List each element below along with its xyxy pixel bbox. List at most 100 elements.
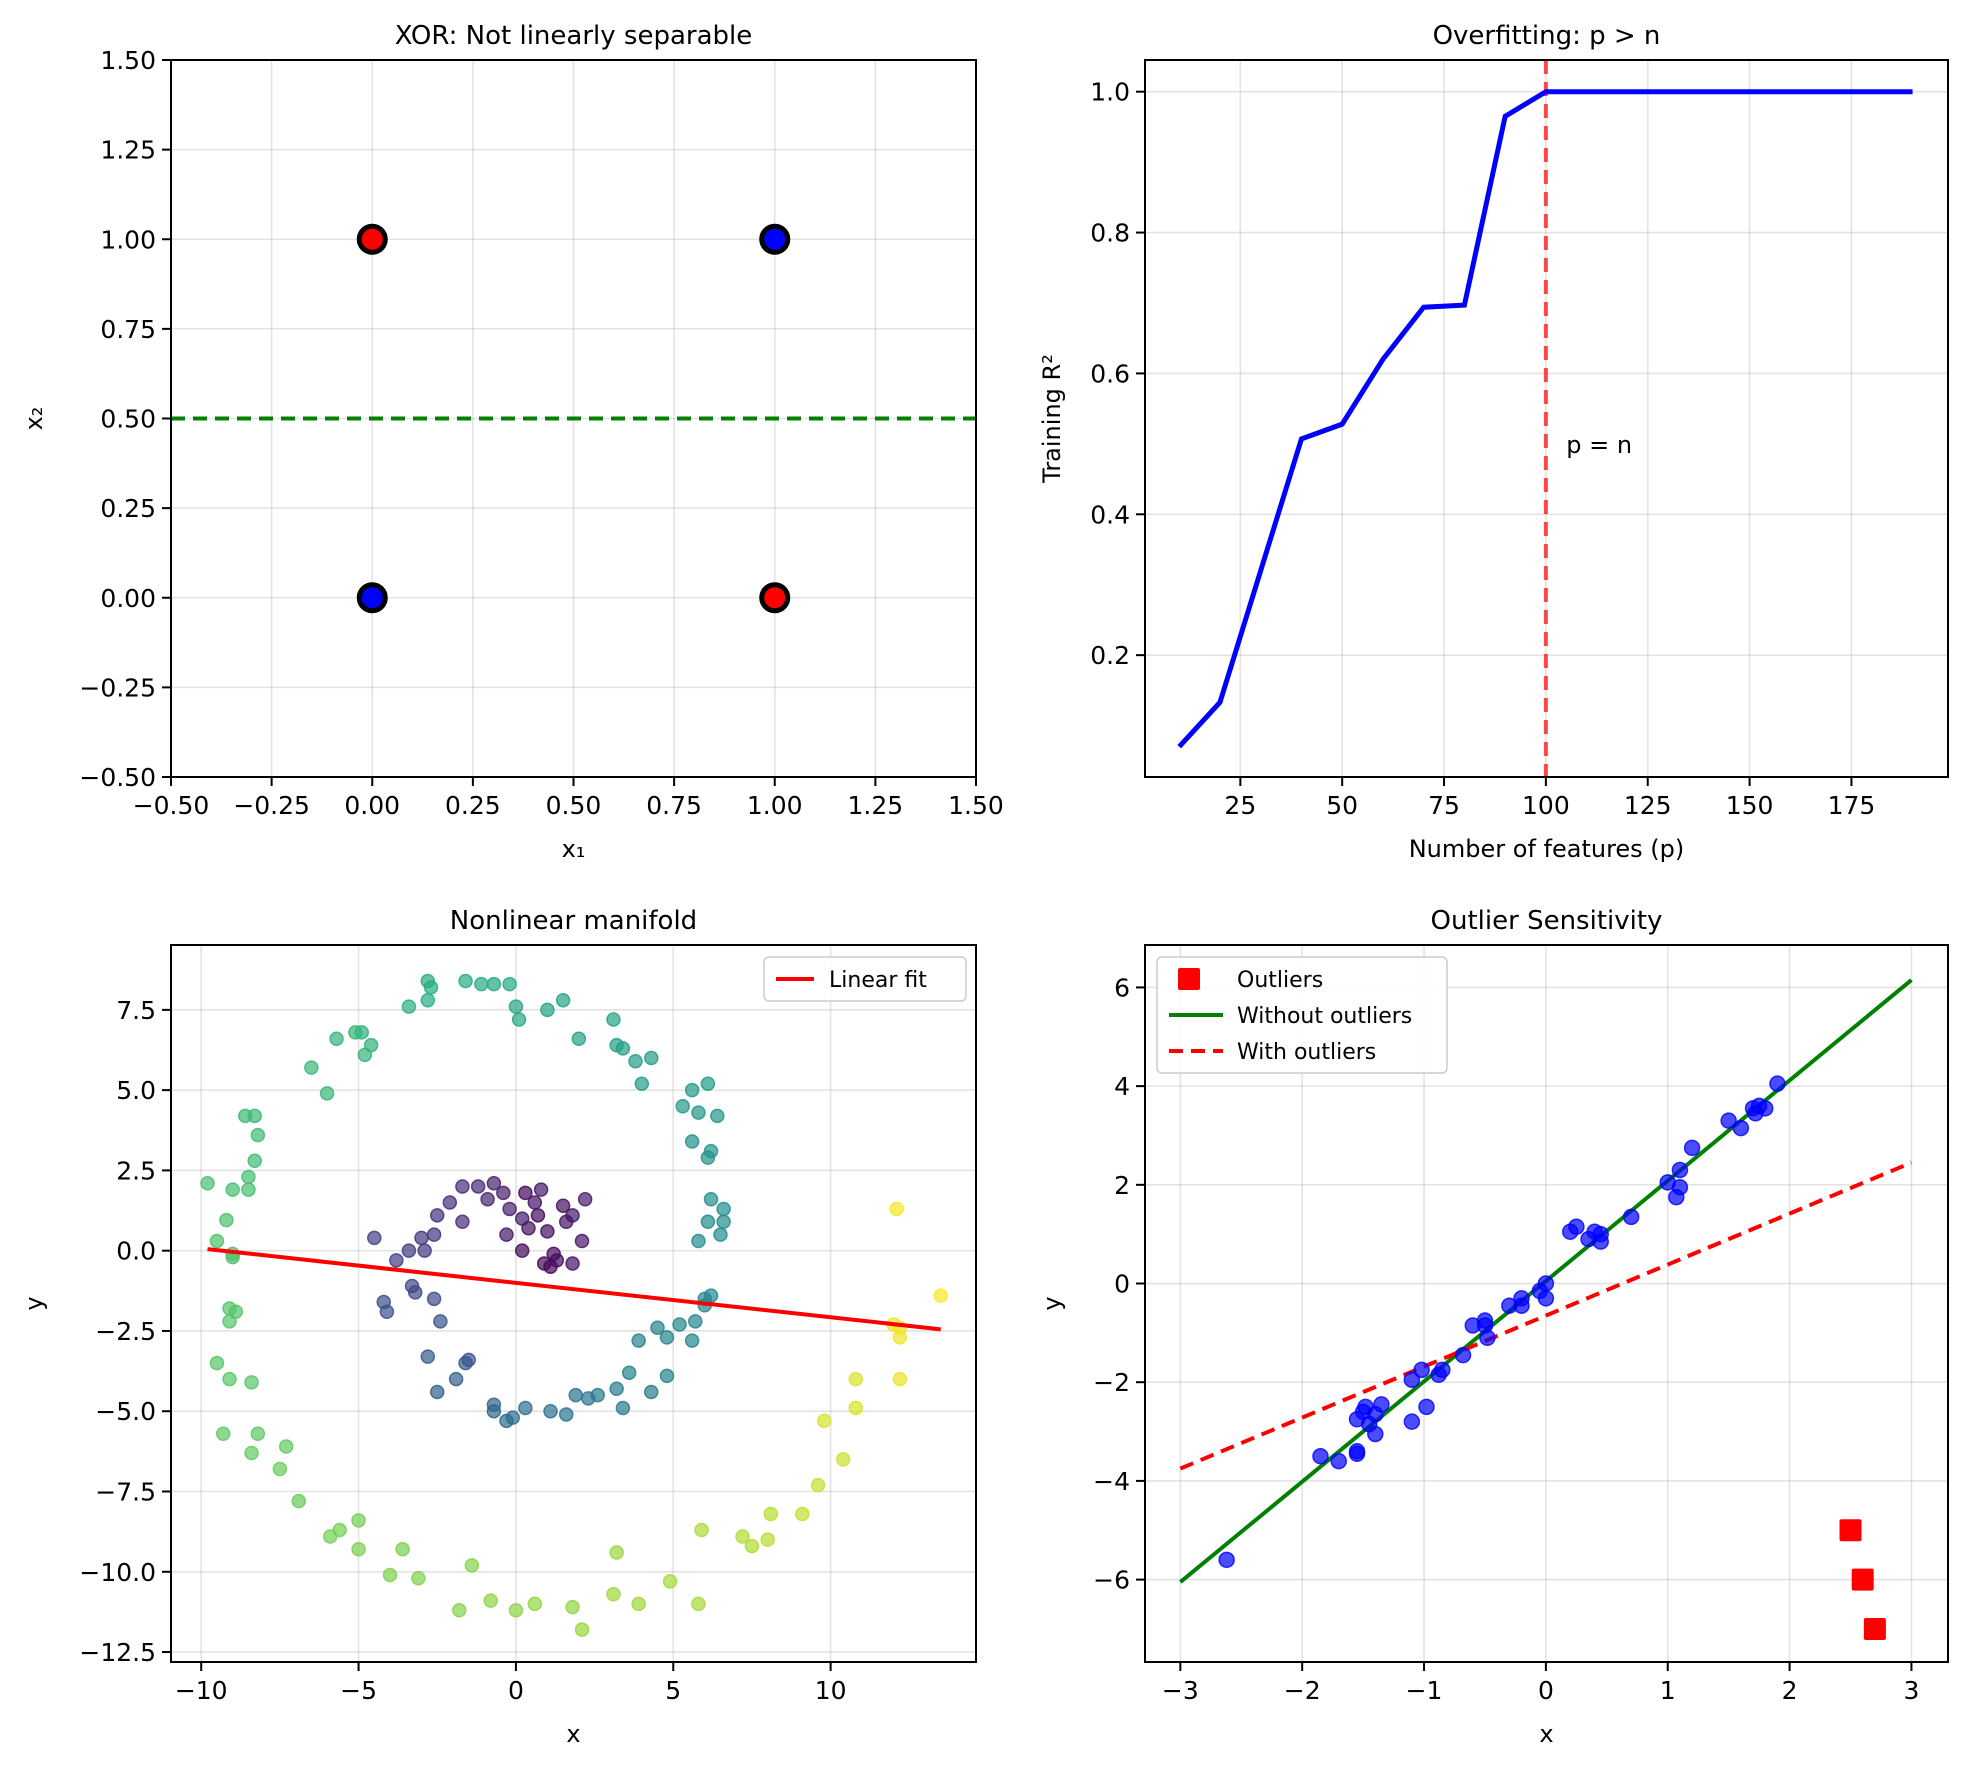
manifold-point bbox=[540, 1224, 555, 1239]
manifold-point bbox=[480, 1192, 495, 1207]
manifold-point bbox=[382, 1567, 398, 1583]
manifold-point bbox=[848, 1400, 864, 1416]
manifold-point bbox=[426, 1227, 442, 1242]
manifold-point bbox=[458, 1355, 473, 1371]
manifold-point bbox=[628, 1053, 643, 1069]
manifold-point bbox=[511, 1012, 527, 1027]
manifold-point bbox=[713, 1227, 728, 1242]
y-axis-label: Training R² bbox=[1038, 354, 1066, 484]
manifold-point bbox=[319, 1086, 335, 1101]
y-tick-label: −4 bbox=[1093, 1467, 1130, 1496]
manifold-point bbox=[565, 1256, 580, 1271]
manifold-point bbox=[574, 1233, 590, 1249]
y-tick-label: −0.50 bbox=[79, 763, 156, 792]
overfitting-subplot: 25 50 75 100 125 150 175 0.2 0.4 0.6 0.8 1.0 Overfit… bbox=[1038, 21, 1949, 863]
data-point bbox=[1418, 1398, 1435, 1416]
x-tick-label: 1.50 bbox=[948, 791, 1004, 820]
manifold-point bbox=[464, 1558, 480, 1573]
data-point bbox=[1683, 1139, 1701, 1157]
manifold-point bbox=[744, 1538, 760, 1554]
x-tick-label: 0.00 bbox=[344, 791, 400, 820]
y-tick-label: 0.50 bbox=[100, 405, 156, 434]
manifold-point bbox=[518, 1185, 533, 1201]
manifold-point bbox=[250, 1426, 266, 1441]
legend-swatch-outliers bbox=[1178, 968, 1200, 990]
manifold-point bbox=[272, 1461, 288, 1477]
x-tick-label: 25 bbox=[1224, 791, 1256, 820]
data-point bbox=[1537, 1290, 1555, 1307]
xor-point bbox=[356, 582, 388, 614]
manifold-point bbox=[684, 1134, 700, 1149]
manifold-point bbox=[244, 1445, 259, 1461]
manifold-point bbox=[643, 1050, 659, 1066]
y-tick-label: 0 bbox=[1114, 1270, 1130, 1299]
data-point bbox=[1479, 1329, 1496, 1347]
manifold-point bbox=[505, 1410, 521, 1425]
manifold-point bbox=[892, 1330, 908, 1345]
data-point bbox=[1769, 1075, 1786, 1092]
legend: Outliers Without outliers With outliers bbox=[1156, 956, 1448, 1074]
manifold-point bbox=[643, 1384, 659, 1400]
y-tick-label: 0.75 bbox=[100, 315, 156, 344]
data-point bbox=[1403, 1371, 1421, 1388]
manifold-point bbox=[244, 1375, 259, 1390]
data-point bbox=[1454, 1346, 1472, 1364]
manifold-point bbox=[559, 1407, 574, 1422]
manifold-point bbox=[222, 1371, 237, 1387]
manifold-point bbox=[247, 1153, 262, 1169]
x-tick-label: 5 bbox=[665, 1676, 681, 1705]
manifold-point bbox=[329, 1031, 344, 1047]
x-tick-label: 2 bbox=[1782, 1676, 1798, 1705]
x-tick-label: −2 bbox=[1284, 1676, 1321, 1705]
manifold-point bbox=[684, 1333, 700, 1348]
manifold-point bbox=[351, 1513, 366, 1528]
manifold-point bbox=[615, 1400, 631, 1416]
legend-label-linear-fit: Linear fit bbox=[829, 968, 927, 993]
data-point bbox=[1622, 1208, 1640, 1226]
data-point bbox=[1756, 1100, 1774, 1117]
y-tick-label: 1.50 bbox=[100, 46, 156, 75]
manifold-point bbox=[735, 1529, 750, 1544]
manifold-point bbox=[508, 1603, 524, 1618]
y-axis-label: y bbox=[20, 1296, 48, 1310]
outlier-point bbox=[1863, 1617, 1886, 1640]
subplot-title: XOR: Not linearly separable bbox=[395, 21, 752, 51]
manifold-point bbox=[429, 1208, 445, 1223]
y-tick-label: 0.6 bbox=[1090, 359, 1130, 388]
manifold-point bbox=[530, 1208, 546, 1223]
data-point bbox=[1413, 1361, 1430, 1379]
manifold-point bbox=[222, 1314, 237, 1329]
manifold-point bbox=[691, 1596, 706, 1612]
x-tick-label: 100 bbox=[1522, 791, 1570, 820]
manifold-point bbox=[474, 976, 489, 992]
y-tick-label: 6 bbox=[1114, 973, 1130, 1002]
x-tick-label: 175 bbox=[1828, 791, 1876, 820]
manifold-point bbox=[250, 1127, 266, 1143]
manifold-point bbox=[241, 1169, 256, 1185]
manifold-point bbox=[322, 1529, 338, 1544]
manifold-point bbox=[395, 1542, 410, 1557]
manifold-point bbox=[433, 1314, 448, 1329]
x-tick-label: 1.00 bbox=[747, 791, 803, 820]
manifold-point bbox=[694, 1522, 709, 1538]
subplot-title: Nonlinear manifold bbox=[450, 906, 697, 936]
data-point bbox=[1330, 1452, 1347, 1470]
manifold-point bbox=[540, 1002, 555, 1018]
manifold-point bbox=[367, 1230, 382, 1246]
manifold-point bbox=[215, 1426, 231, 1441]
y-tick-label: 2 bbox=[1114, 1171, 1130, 1200]
manifold-point bbox=[417, 1243, 432, 1258]
manifold-point bbox=[291, 1493, 307, 1509]
plot-area bbox=[1179, 978, 1913, 1640]
manifold-point bbox=[486, 1403, 502, 1419]
legend-label-without-outliers: Without outliers bbox=[1237, 1004, 1412, 1029]
data-point bbox=[1367, 1406, 1384, 1423]
manifold-point bbox=[496, 1185, 511, 1201]
manifold-point bbox=[452, 1603, 467, 1618]
y-tick-label: 0.25 bbox=[100, 494, 156, 523]
y-tick-label: 0.4 bbox=[1090, 500, 1130, 529]
x-tick-label: 3 bbox=[1903, 1676, 1919, 1705]
manifold-point bbox=[219, 1212, 234, 1228]
manifold-point bbox=[662, 1574, 678, 1589]
